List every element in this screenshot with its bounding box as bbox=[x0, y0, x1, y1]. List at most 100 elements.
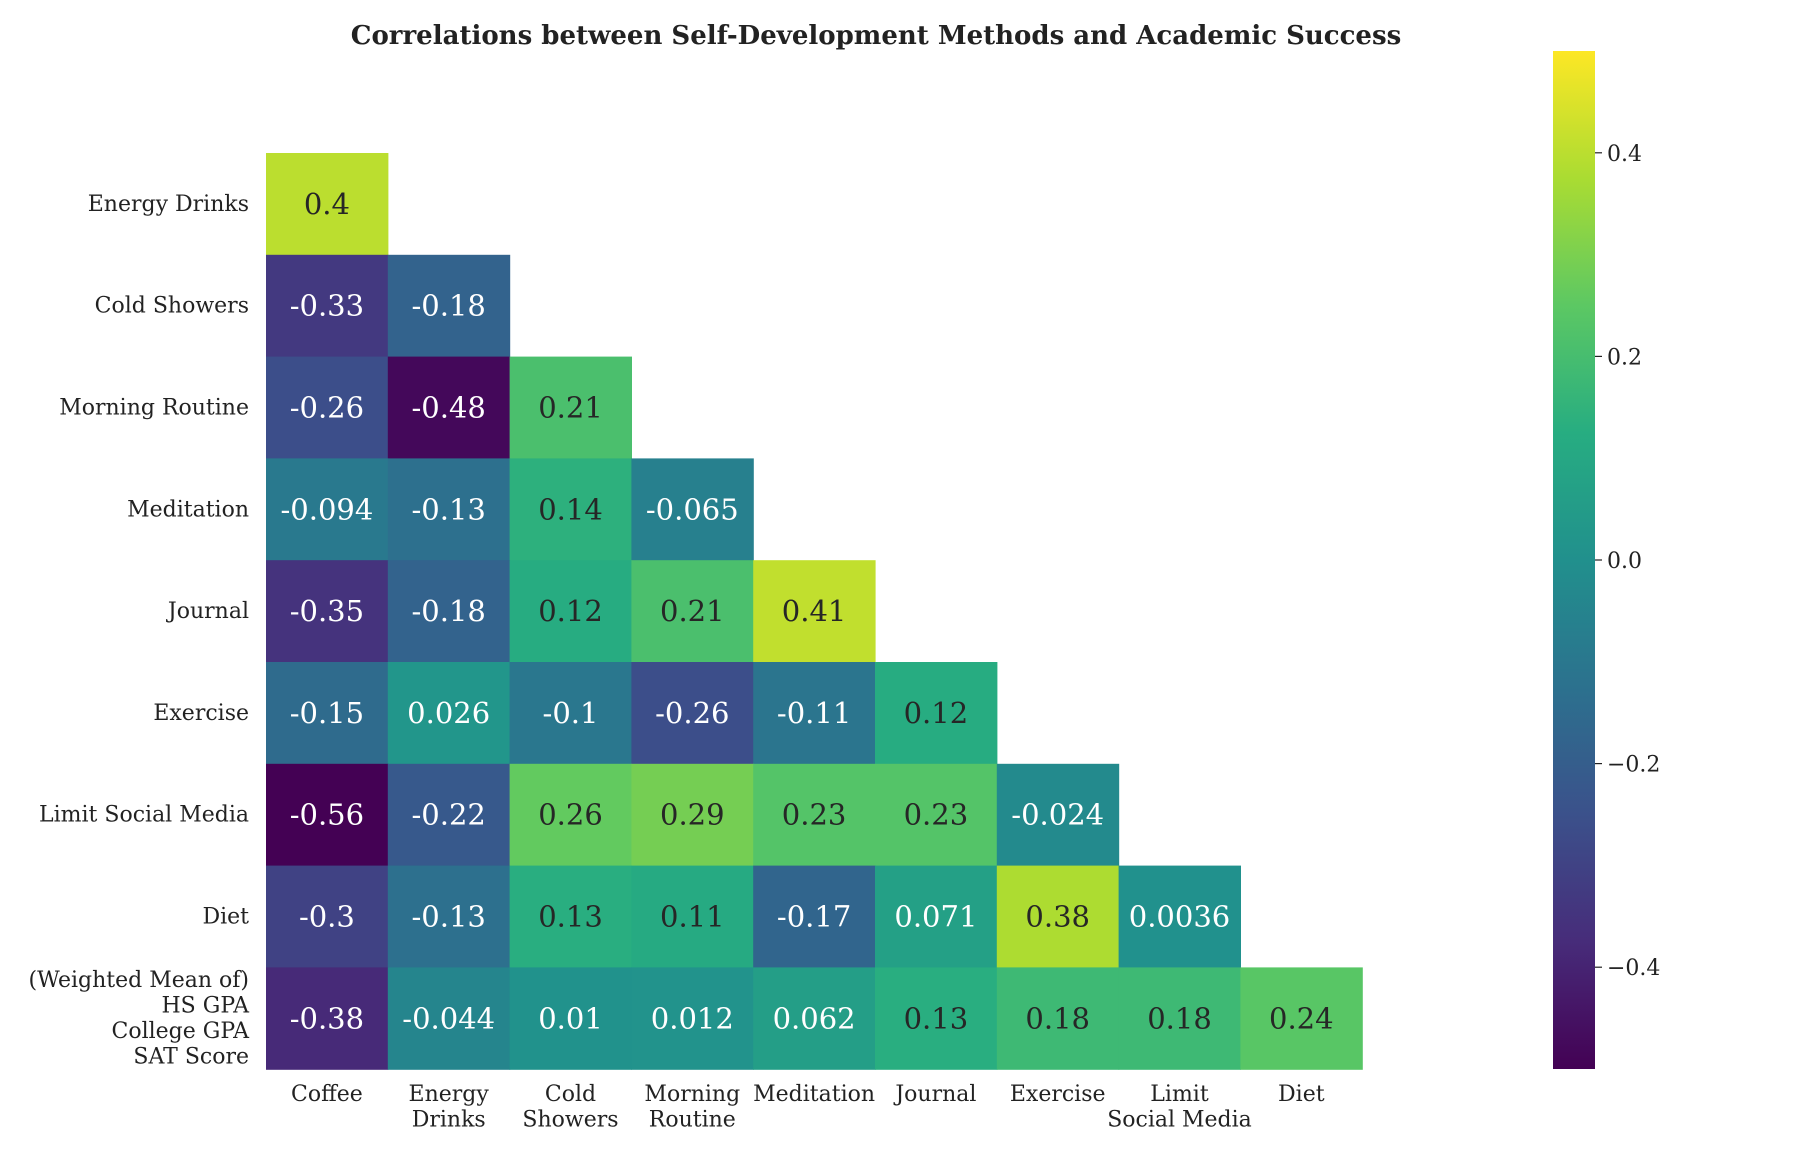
row-label: (Weighted Mean of) bbox=[29, 968, 249, 993]
heatmap-cell bbox=[1240, 967, 1363, 1070]
heatmap-cell bbox=[753, 865, 876, 968]
cell-value-label: -0.56 bbox=[290, 798, 364, 832]
colorbar-tick-label: 0.0 bbox=[1607, 549, 1642, 574]
heatmap-cell bbox=[631, 865, 754, 968]
heatmap-cell bbox=[266, 662, 389, 765]
cell-value-label: 0.29 bbox=[660, 798, 725, 832]
colorbar: 0.4 0.2 0.0 −0.2 −0.4 bbox=[1553, 51, 1660, 1069]
heatmap-cell bbox=[753, 662, 876, 765]
row-label: Diet bbox=[202, 905, 249, 930]
cell-value-label: -0.22 bbox=[412, 798, 486, 832]
heatmap-cell bbox=[1118, 967, 1241, 1070]
column-label: Routine bbox=[649, 1108, 736, 1133]
cell-value-label: 0.23 bbox=[782, 798, 847, 832]
row-label: Exercise bbox=[153, 701, 249, 726]
heatmap-cell bbox=[753, 560, 876, 663]
heatmap-cell bbox=[266, 865, 389, 968]
cell-value-label: 0.18 bbox=[1147, 1001, 1212, 1035]
cell-value-label: 0.41 bbox=[782, 594, 847, 628]
row-label: Energy Drinks bbox=[88, 192, 249, 217]
column-label: Social Media bbox=[1107, 1108, 1252, 1133]
column-label: Exercise bbox=[1010, 1082, 1106, 1107]
row-label: College GPA bbox=[111, 1019, 250, 1044]
heatmap-cell bbox=[631, 763, 754, 867]
colorbar-gradient bbox=[1553, 51, 1595, 1069]
cell-value-label: -0.33 bbox=[290, 289, 364, 323]
heatmap-cell bbox=[387, 356, 511, 459]
cell-value-label: 0.12 bbox=[538, 594, 603, 628]
heatmap-cell bbox=[266, 967, 389, 1070]
heatmap-cell bbox=[387, 560, 511, 663]
cell-value-label: -0.065 bbox=[646, 492, 739, 526]
cell-value-label: -0.11 bbox=[777, 696, 851, 730]
cell-value-label: -0.26 bbox=[655, 696, 729, 730]
heatmap-cell bbox=[875, 967, 998, 1070]
cell-value-label: 0.062 bbox=[773, 1001, 856, 1035]
column-label: Energy bbox=[409, 1082, 490, 1107]
cell-value-label: 0.071 bbox=[894, 900, 977, 934]
heatmap-cell bbox=[266, 153, 389, 256]
colorbar-tick-label: −0.4 bbox=[1607, 956, 1660, 981]
heatmap-cell bbox=[387, 458, 511, 561]
cell-value-label: -0.18 bbox=[412, 594, 486, 628]
cell-value-label: 0.13 bbox=[904, 1001, 969, 1035]
cell-value-label: 0.012 bbox=[651, 1001, 734, 1035]
cell-value-label: 0.38 bbox=[1025, 900, 1090, 934]
column-label: Meditation bbox=[753, 1082, 875, 1107]
colorbar-tick-label: 0.2 bbox=[1607, 345, 1642, 370]
cell-value-label: 0.26 bbox=[538, 798, 603, 832]
cell-value-label: -0.35 bbox=[290, 594, 364, 628]
cell-value-label: -0.17 bbox=[777, 900, 851, 934]
column-label: Diet bbox=[1278, 1082, 1325, 1107]
row-labels: Energy Drinks Cold Showers Morning Routine… bbox=[29, 192, 251, 1070]
heatmap-cell bbox=[753, 763, 876, 867]
heatmap-cell bbox=[387, 763, 511, 867]
heatmap-cell bbox=[509, 865, 632, 968]
cell-value-label: 0.026 bbox=[407, 696, 490, 730]
heatmap-cell bbox=[631, 560, 754, 663]
heatmap-cell bbox=[387, 662, 511, 765]
cell-value-label: -0.094 bbox=[280, 492, 373, 526]
cell-value-label: 0.0036 bbox=[1129, 900, 1230, 934]
colorbar-tick-label: −0.2 bbox=[1607, 753, 1660, 778]
heatmap-cell bbox=[387, 254, 511, 358]
heatmap-cell bbox=[509, 967, 632, 1070]
heatmap-cell bbox=[875, 865, 998, 968]
column-label: Drinks bbox=[412, 1108, 486, 1133]
row-label: Limit Social Media bbox=[39, 803, 249, 828]
heatmap-cell bbox=[1118, 865, 1241, 968]
cell-value-label: -0.3 bbox=[299, 900, 355, 934]
cell-value-label: 0.11 bbox=[660, 900, 725, 934]
column-label: Limit bbox=[1150, 1082, 1209, 1107]
cell-value-label: -0.1 bbox=[543, 696, 599, 730]
row-label: Morning Routine bbox=[59, 396, 249, 421]
column-label: Morning bbox=[644, 1082, 740, 1107]
cell-value-label: 0.4 bbox=[304, 187, 350, 221]
cell-value-label: -0.38 bbox=[290, 1001, 364, 1035]
heatmap-cell bbox=[631, 662, 754, 765]
heatmap-cell bbox=[266, 254, 389, 358]
heatmap-cell bbox=[753, 967, 876, 1070]
column-label: Journal bbox=[893, 1082, 976, 1107]
heatmap-cell bbox=[996, 865, 1120, 968]
chart-title: Correlations between Self-Development Me… bbox=[351, 21, 1402, 51]
heatmap-cell bbox=[509, 356, 632, 459]
cell-value-label: -0.48 bbox=[412, 391, 486, 425]
heatmap-cell bbox=[631, 458, 754, 561]
column-label: Coffee bbox=[291, 1082, 363, 1107]
cell-value-label: 0.23 bbox=[904, 798, 969, 832]
heatmap-cell bbox=[266, 356, 389, 459]
heatmap-cells: 0.4 -0.33 -0.18 -0.26 -0.48 0.21 -0.094 -0.13 0.… bbox=[266, 153, 1363, 1070]
heatmap-cell bbox=[266, 763, 389, 867]
heatmap-cell bbox=[875, 662, 998, 765]
cell-value-label: 0.24 bbox=[1269, 1001, 1334, 1035]
cell-value-label: -0.26 bbox=[290, 391, 364, 425]
cell-value-label: 0.12 bbox=[904, 696, 969, 730]
cell-value-label: -0.024 bbox=[1011, 798, 1104, 832]
row-label: Cold Showers bbox=[95, 294, 249, 319]
row-label: Meditation bbox=[127, 497, 249, 522]
cell-value-label: -0.15 bbox=[290, 696, 364, 730]
cell-value-label: -0.18 bbox=[412, 289, 486, 323]
cell-value-label: -0.044 bbox=[402, 1001, 495, 1035]
